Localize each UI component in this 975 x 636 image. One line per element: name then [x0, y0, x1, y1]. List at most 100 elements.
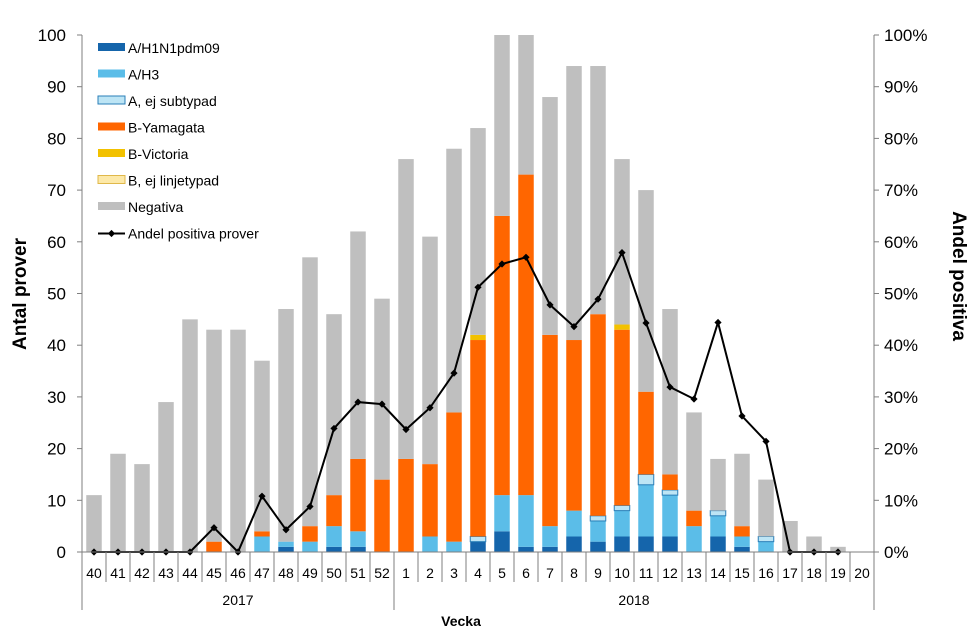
bar-negativa-45 — [206, 329, 222, 542]
legend-swatch-5 — [97, 175, 126, 184]
bar-a-ej-subtypad-12 — [661, 489, 679, 496]
bar-negativa-18 — [806, 536, 822, 552]
bar-a-h3-7 — [542, 526, 558, 547]
x-tick-label-41: 41 — [110, 565, 126, 581]
y2-tick-label-9: 90% — [884, 78, 918, 97]
bar-a-h1n1pdm09-7 — [542, 546, 558, 552]
legend-label-1: A/H3 — [128, 67, 159, 83]
y2-tick-label-6: 60% — [884, 233, 918, 252]
x-tick-label-50: 50 — [326, 565, 342, 581]
bar-a-h3-13 — [686, 526, 702, 552]
x-tick-label-15: 15 — [734, 565, 750, 581]
bar-negativa-48 — [278, 309, 294, 542]
x-tick-label-5: 5 — [498, 565, 506, 581]
bar-a-h3-10 — [614, 510, 630, 537]
x-tick-label-1: 1 — [402, 565, 410, 581]
y2-tick-label-2: 20% — [884, 440, 918, 459]
bar-negativa-7 — [542, 97, 558, 335]
bar-b-yamagata-8 — [566, 340, 582, 511]
bar-b-yamagata-2 — [422, 464, 438, 537]
y-tick-label-10: 10 — [47, 491, 66, 510]
bar-negativa-42 — [134, 464, 150, 552]
line-layer — [90, 249, 842, 556]
line-point-3 — [450, 369, 458, 377]
bar-negativa-2 — [422, 236, 438, 465]
bar-a-ej-subtypad-4 — [469, 535, 487, 543]
x-tick-label-10: 10 — [614, 565, 630, 581]
bar-a-h3-9 — [590, 520, 606, 542]
bar-a-h1n1pdm09-4 — [470, 541, 486, 552]
y2-tick-label-5: 50% — [884, 285, 918, 304]
legend-label-3: B-Yamagata — [128, 120, 205, 136]
bar-negativa-13 — [686, 412, 702, 511]
bar-a-h3-11 — [638, 484, 654, 537]
legend-swatch-0 — [98, 43, 125, 51]
bar-a-ej-subtypad-10 — [613, 504, 631, 512]
bar-b-yamagata-51 — [350, 458, 366, 532]
x-axis-title: Vecka — [441, 613, 481, 629]
bar-b-yamagata-50 — [326, 495, 342, 527]
y2-tick-label-10: 100% — [884, 26, 927, 45]
bar-negativa-40 — [86, 495, 102, 552]
bar-negativa-41 — [110, 453, 126, 552]
bar-b-yamagata-11 — [638, 391, 654, 475]
y2-tick-label-7: 70% — [884, 181, 918, 200]
x-tick-label-9: 9 — [594, 565, 602, 581]
bar-negativa-47 — [254, 360, 270, 532]
bar-b-yamagata-45 — [206, 541, 222, 552]
x-tick-label-49: 49 — [302, 565, 318, 581]
bar-b-yamagata-4 — [470, 340, 486, 537]
bar-negativa-9 — [590, 66, 606, 315]
bar-negativa-8 — [566, 66, 582, 341]
bar-a-h1n1pdm09-14 — [710, 536, 726, 552]
bar-a-h1n1pdm09-8 — [566, 536, 582, 552]
y-tick-label-100: 100 — [38, 26, 66, 45]
bar-a-h3-2 — [422, 536, 438, 552]
line-point-47 — [258, 492, 266, 500]
legend-swatch-2 — [97, 95, 126, 105]
bar-b-victoria-10 — [614, 324, 630, 330]
x-tick-label-12: 12 — [662, 565, 678, 581]
line-point-16 — [762, 437, 770, 445]
x-tick-label-48: 48 — [278, 565, 294, 581]
line-point-45 — [210, 524, 218, 532]
y-tick-label-40: 40 — [47, 336, 66, 355]
x-tick-label-44: 44 — [182, 565, 198, 581]
bar-b-yamagata-47 — [254, 531, 270, 537]
legend-swatch-3 — [98, 122, 125, 131]
y-axis-title: Antal prover — [10, 237, 31, 350]
bar-a-h3-47 — [254, 536, 270, 552]
bar-a-ej-subtypad-9 — [589, 515, 607, 522]
line-point-49 — [306, 502, 314, 511]
x-tick-label-45: 45 — [206, 565, 222, 581]
bar-negativa-6 — [518, 35, 534, 175]
x-tick-label-20: 20 — [854, 565, 870, 581]
bar-a-h3-5 — [494, 495, 510, 532]
bar-a-h1n1pdm09-12 — [662, 536, 678, 552]
bar-a-h3-3 — [446, 541, 462, 552]
bar-negativa-3 — [446, 148, 462, 413]
line-point-2 — [426, 404, 434, 412]
y-tick-label-20: 20 — [47, 440, 66, 459]
bar-negativa-51 — [350, 231, 366, 459]
legend-label-0: A/H1N1pdm09 — [128, 40, 220, 56]
line-point-48 — [282, 526, 290, 534]
bar-b-yamagata-7 — [542, 334, 558, 527]
x-tick-label-17: 17 — [782, 565, 798, 581]
x-tick-label-51: 51 — [350, 565, 366, 581]
legend-swatch-1 — [98, 69, 125, 78]
bar-negativa-16 — [758, 479, 774, 537]
line-point-13 — [690, 395, 698, 403]
line-point-11 — [642, 319, 650, 327]
bar-a-h3-15 — [734, 536, 750, 547]
bar-a-ej-subtypad-14 — [709, 510, 727, 517]
bar-negativa-12 — [662, 309, 678, 475]
x-tick-label-11: 11 — [639, 565, 654, 581]
x-tick-label-46: 46 — [230, 565, 246, 581]
x-tick-label-19: 19 — [830, 565, 846, 581]
y-tick-label-50: 50 — [47, 285, 66, 304]
bar-a-h3-16 — [758, 541, 774, 552]
y2-tick-label-0: 0% — [884, 543, 909, 562]
bar-a-h3-8 — [566, 510, 582, 537]
